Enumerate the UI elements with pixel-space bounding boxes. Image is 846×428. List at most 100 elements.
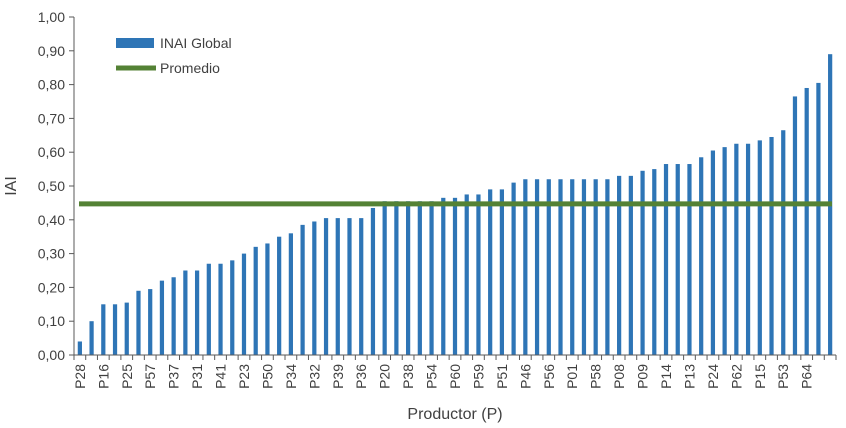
x-tick-label: P59: [470, 364, 486, 389]
bar: [640, 170, 645, 355]
y-tick-label: 0,30: [38, 246, 65, 262]
y-tick-label: 0,60: [38, 144, 65, 160]
bar: [417, 201, 422, 355]
bar: [218, 263, 223, 355]
x-tick-label: P08: [611, 364, 627, 389]
bar: [523, 179, 528, 355]
bar: [206, 263, 211, 355]
bar: [77, 341, 82, 355]
legend: INAI Global Promedio: [116, 35, 232, 76]
bar: [663, 164, 669, 355]
bar: [277, 236, 282, 355]
y-tick-label: 0,50: [38, 178, 65, 194]
x-tick-label: P09: [635, 364, 651, 389]
x-tick-label: P62: [728, 364, 744, 389]
bar: [745, 143, 751, 355]
x-tick-label: P20: [377, 364, 393, 389]
x-tick-label: P46: [517, 364, 533, 389]
x-tick-label: P37: [166, 364, 182, 389]
bar: [804, 87, 809, 355]
x-tick-label: P54: [424, 364, 440, 389]
x-tick-label: P34: [283, 364, 299, 389]
bar: [335, 218, 340, 355]
bar: [253, 246, 258, 355]
bar: [183, 270, 188, 355]
y-axis-ticks: 0,00 0,10 0,20 0,30 0,40 0,50 0,60 0,70 0,80 0,90…: [38, 9, 74, 363]
y-tick-label: 0,70: [38, 110, 65, 126]
bar: [558, 179, 563, 355]
legend-promedio: Promedio: [160, 60, 220, 76]
bar: [816, 82, 821, 355]
bar: [792, 96, 798, 356]
bar: [488, 189, 493, 355]
x-tick-label: P23: [236, 364, 252, 389]
x-tick-label: P24: [705, 364, 721, 389]
bar: [464, 194, 469, 355]
x-tick-label: P15: [752, 364, 768, 389]
bar: [570, 179, 575, 355]
bar: [312, 221, 317, 355]
bar: [722, 147, 727, 355]
x-tick-label: P41: [213, 364, 229, 389]
bar: [628, 175, 633, 355]
bar: [323, 218, 329, 355]
bar: [230, 260, 235, 355]
bar: [452, 197, 458, 355]
bar: [347, 218, 352, 355]
x-tick-label: P16: [95, 364, 111, 389]
bar: [652, 169, 657, 355]
x-tick-label: P64: [799, 364, 815, 389]
bar: [581, 179, 587, 355]
x-tick-label: P51: [494, 364, 510, 389]
bar: [769, 136, 774, 355]
bar: [605, 179, 610, 355]
x-tick-label: P58: [588, 364, 604, 389]
x-tick-label: P56: [541, 364, 557, 389]
bar: [546, 179, 551, 355]
bar: [370, 207, 376, 355]
bar: [241, 253, 247, 355]
x-tick-label: P57: [142, 364, 158, 389]
bar: [194, 270, 200, 355]
x-tick-label: P53: [775, 364, 791, 389]
x-tick-label: P31: [189, 364, 205, 389]
bar: [511, 182, 516, 355]
y-tick-label: 0,40: [38, 212, 65, 228]
legend-bar-swatch: [116, 38, 154, 48]
bar: [757, 140, 762, 355]
y-tick-label: 0,80: [38, 77, 65, 93]
x-tick-label: P25: [119, 364, 135, 389]
x-tick-label: P60: [447, 364, 463, 389]
bar: [159, 280, 165, 355]
bar: [699, 157, 704, 355]
x-tick-label: P13: [681, 364, 697, 389]
y-tick-label: 0,90: [38, 43, 65, 59]
bar: [124, 302, 129, 355]
bar: [593, 179, 598, 355]
bar: [405, 201, 411, 355]
x-tick-label: P28: [72, 364, 88, 389]
bar: [534, 179, 540, 355]
y-tick-label: 1,00: [38, 9, 65, 25]
y-tick-label: 0,00: [38, 347, 65, 363]
bar: [499, 189, 505, 355]
x-tick-label: P32: [306, 364, 322, 389]
bar: [288, 233, 293, 355]
bar: [136, 290, 141, 355]
bar: [429, 201, 434, 355]
legend-inai-global: INAI Global: [160, 35, 232, 51]
x-tick-label: P50: [259, 364, 275, 389]
x-tick-label: P39: [330, 364, 346, 389]
bar: [382, 201, 387, 355]
y-tick-label: 0,10: [38, 313, 65, 329]
bar: [441, 197, 446, 355]
bar: [675, 164, 680, 355]
bar: [148, 289, 153, 355]
y-axis-title: IAI: [3, 176, 20, 196]
bar: [734, 143, 739, 355]
bar: [781, 130, 786, 355]
bar: [265, 243, 270, 355]
bar: [359, 218, 364, 355]
x-tick-label: P01: [564, 364, 580, 389]
